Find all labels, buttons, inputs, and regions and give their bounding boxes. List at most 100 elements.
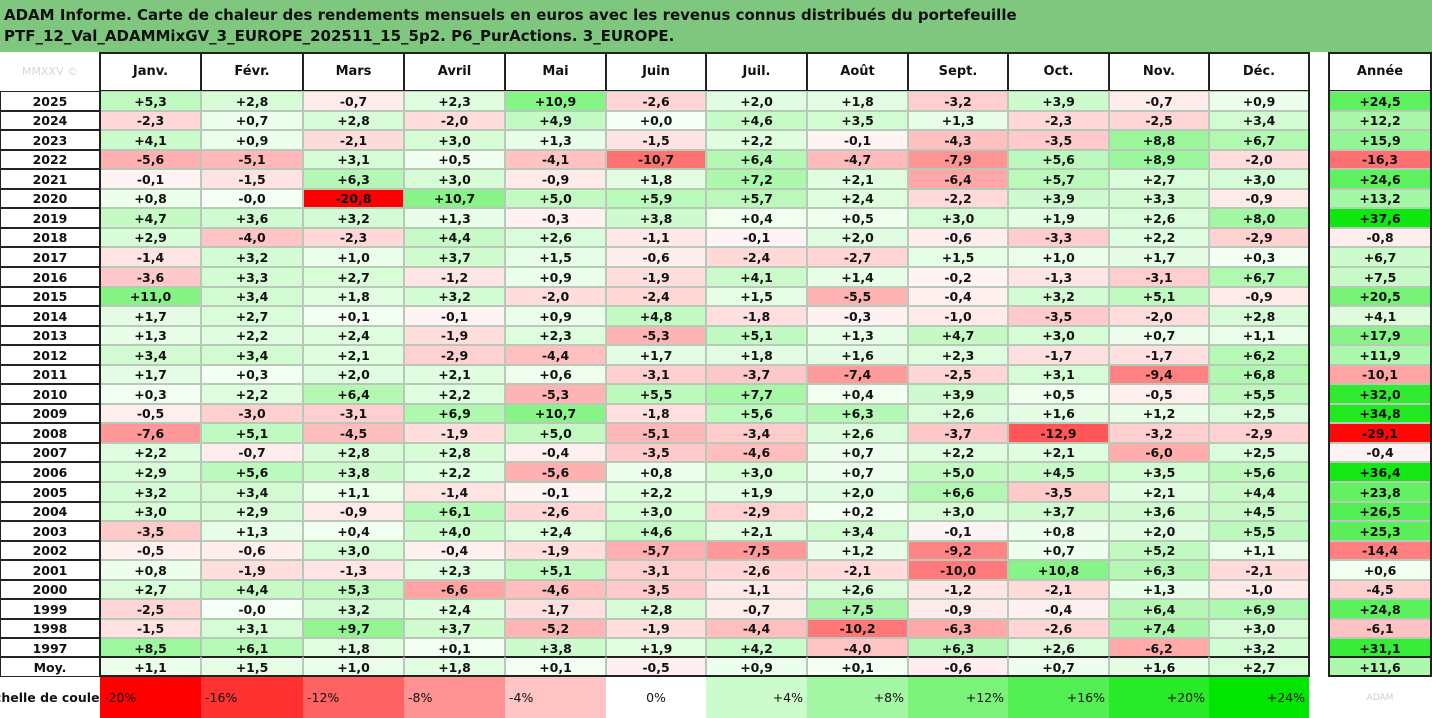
- heatmap-cell: -5,6: [505, 462, 606, 482]
- average-cell: +0,9: [706, 656, 807, 677]
- year-label: 2005: [0, 482, 100, 502]
- heatmap-cell: -9,4: [1109, 365, 1209, 384]
- heatmap-cell: +0,3: [100, 384, 201, 404]
- heatmap-cell: +0,5: [404, 150, 505, 169]
- heatmap-cell: -4,7: [807, 150, 908, 169]
- heatmap-cell: -1,3: [303, 560, 404, 580]
- heatmap-cell: +5,9: [606, 189, 706, 208]
- heatmap-cell: +4,4: [201, 580, 303, 599]
- heatmap-cell: -3,2: [1109, 423, 1209, 443]
- heatmap-cell: +3,0: [1209, 619, 1309, 638]
- heatmap-cell: +4,5: [1209, 502, 1309, 521]
- heatmap-cell: +5,2: [1109, 541, 1209, 560]
- heatmap-cell: +0,4: [706, 208, 807, 228]
- heatmap-cell: +5,6: [1008, 150, 1109, 169]
- heatmap-cell: +11,0: [100, 287, 201, 306]
- heatmap-cell: +0,3: [1209, 247, 1309, 267]
- heatmap-cell: +1,9: [706, 482, 807, 502]
- heatmap-cell: +3,8: [505, 638, 606, 658]
- year-label: 2009: [0, 404, 100, 423]
- heatmap-cell: +10,7: [404, 189, 505, 208]
- heatmap-cell: +5,6: [201, 462, 303, 482]
- heatmap-cell: +8,9: [1109, 150, 1209, 169]
- year-total-cell: +13,2: [1329, 189, 1431, 208]
- heatmap-cell: +10,8: [1008, 560, 1109, 580]
- heatmap-cell: -0,4: [908, 287, 1008, 306]
- heatmap-cell: +3,2: [100, 482, 201, 502]
- heatmap-cell: +6,1: [201, 638, 303, 658]
- heatmap-cell: -0,2: [908, 267, 1008, 287]
- heatmap-cell: -4,1: [505, 150, 606, 169]
- year-label: 2010: [0, 384, 100, 404]
- year-label: 2008: [0, 423, 100, 443]
- heatmap-cell: +2,6: [1109, 208, 1209, 228]
- heatmap-cell: +1,7: [606, 345, 706, 365]
- heatmap-cell: -1,9: [505, 541, 606, 560]
- heatmap-cell: +4,1: [706, 267, 807, 287]
- heatmap-cell: -0,9: [505, 169, 606, 189]
- heatmap-cell: -4,4: [706, 619, 807, 638]
- heatmap-cell: -1,9: [201, 560, 303, 580]
- heatmap-cell: +3,1: [201, 619, 303, 638]
- heatmap-cell: +3,4: [807, 521, 908, 541]
- year-label: 1999: [0, 599, 100, 619]
- heatmap-cell: +1,5: [505, 247, 606, 267]
- heatmap-cell: +1,8: [606, 169, 706, 189]
- heatmap-cell: -2,1: [807, 560, 908, 580]
- heatmap-cell: +3,0: [908, 208, 1008, 228]
- heatmap-cell: +8,5: [100, 638, 201, 658]
- heatmap-cell: +3,4: [100, 345, 201, 365]
- year-label: 2001: [0, 560, 100, 580]
- heatmap-cell: +2,2: [908, 443, 1008, 462]
- heatmap-cell: -4,0: [807, 638, 908, 658]
- heatmap-cell: +1,8: [807, 91, 908, 111]
- heatmap-cell: -1,8: [606, 404, 706, 423]
- heatmap-cell: +1,3: [100, 326, 201, 345]
- year-total-cell: +36,4: [1329, 462, 1431, 482]
- heatmap-cell: -0,1: [807, 130, 908, 150]
- year-total-cell: +4,1: [1329, 306, 1431, 326]
- heatmap-cell: -2,9: [706, 502, 807, 521]
- heatmap-cell: -2,6: [606, 91, 706, 111]
- heatmap-cell: -6,0: [1109, 443, 1209, 462]
- heatmap-cell: +0,8: [100, 560, 201, 580]
- heatmap-cell: -3,1: [606, 365, 706, 384]
- heatmap-cell: -1,2: [404, 267, 505, 287]
- year-total-cell: -14,4: [1329, 541, 1431, 560]
- heatmap-cell: -0,1: [908, 521, 1008, 541]
- heatmap-cell: +8,8: [1109, 130, 1209, 150]
- heatmap-cell: +3,7: [404, 247, 505, 267]
- title-line-2: PTF_12_Val_ADAMMixGV_3_EUROPE_202511_15_…: [4, 27, 675, 45]
- heatmap-cell: +6,9: [1209, 599, 1309, 619]
- average-cell: +0,1: [807, 656, 908, 677]
- heatmap-cell: +3,5: [807, 111, 908, 130]
- heatmap-cell: +5,1: [1109, 287, 1209, 306]
- heatmap-cell: +3,3: [201, 267, 303, 287]
- heatmap-cell: +2,8: [303, 443, 404, 462]
- heatmap-cell: +6,7: [1209, 130, 1309, 150]
- year-total-cell: +6,7: [1329, 247, 1431, 267]
- year-total-header: Année: [1329, 52, 1431, 91]
- heatmap-cell: -12,9: [1008, 423, 1109, 443]
- average-cell: -0,5: [606, 656, 706, 677]
- heatmap-cell: +1,3: [908, 111, 1008, 130]
- heatmap-cell: -9,2: [908, 541, 1008, 560]
- month-header: Sept.: [908, 52, 1008, 91]
- scale-swatch: -4%: [505, 677, 606, 718]
- heatmap-cell: -1,4: [404, 482, 505, 502]
- heatmap-cell: +2,1: [1109, 482, 1209, 502]
- month-header: Mai: [505, 52, 606, 91]
- heatmap-cell: +5,1: [201, 423, 303, 443]
- scale-swatch: -12%: [303, 677, 404, 718]
- heatmap-cell: +2,8: [201, 91, 303, 111]
- heatmap-cell: -0,5: [100, 404, 201, 423]
- heatmap-cell: +3,0: [303, 541, 404, 560]
- heatmap-cell: +2,8: [606, 599, 706, 619]
- heatmap-cell: +0,9: [201, 130, 303, 150]
- heatmap-cell: +6,3: [303, 169, 404, 189]
- heatmap-cell: +6,2: [1209, 345, 1309, 365]
- year-total-cell: -0,4: [1329, 443, 1431, 462]
- heatmap-cell: +1,7: [100, 306, 201, 326]
- heatmap-cell: +3,2: [201, 247, 303, 267]
- heatmap-cell: +2,0: [706, 91, 807, 111]
